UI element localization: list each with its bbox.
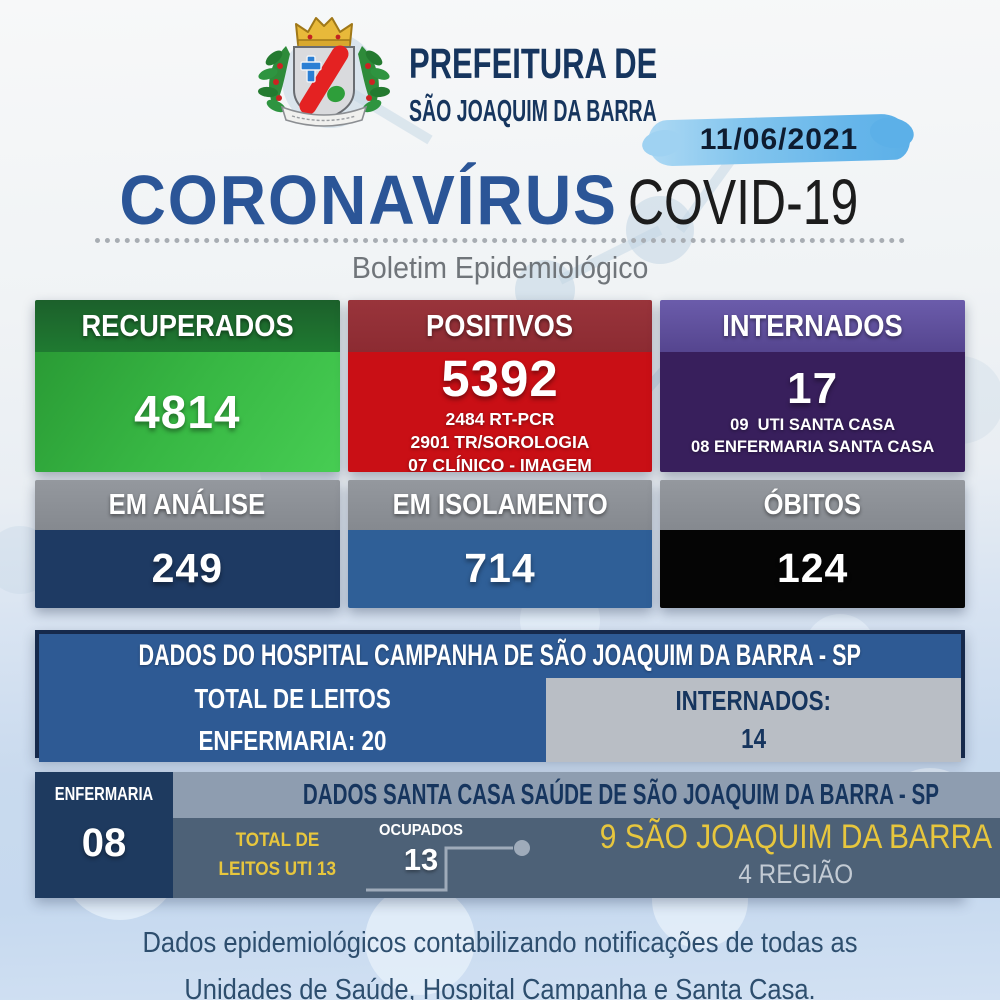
stat-cards-row-1: RECUPERADOS 4814 POSITIVOS 5392 2484 RT-… bbox=[35, 300, 965, 472]
card-em-isolamento: EM ISOLAMENTO 714 bbox=[347, 480, 653, 608]
positivos-breakdown: 2484 RT-PCR 2901 TR/SOROLOGIA 07 CLÍNICO… bbox=[408, 408, 592, 472]
positivos-count: 5392 bbox=[441, 350, 559, 407]
crown bbox=[295, 17, 353, 48]
obitos-count: 124 bbox=[776, 545, 849, 592]
footer-note: Dados epidemiológicos contabilizando not… bbox=[142, 927, 858, 1000]
card-internados: INTERNADOS 17 09 UTI SANTA CASA 08 ENFER… bbox=[660, 300, 965, 472]
org-line-2: SÃO JOAQUIM DA BARRA bbox=[409, 93, 657, 128]
hospital-admitted-value: 14 bbox=[741, 723, 767, 754]
title-coronavirus: CORONAVÍRUS bbox=[119, 161, 619, 239]
region-ranking-block: 9 SÃO JOAQUIM DA BARRA 4 REGIÃO bbox=[533, 818, 1000, 890]
occupied-block: OCUPADOS 13 bbox=[361, 822, 481, 878]
hospital-campanha-section: DADOS DO HOSPITAL CAMPANHA DE SÃO JOAQUI… bbox=[35, 630, 965, 762]
card-recuperados: RECUPERADOS 4814 bbox=[35, 300, 340, 472]
bulletin-date: 11/06/2021 bbox=[699, 123, 859, 156]
em-analise-count: 249 bbox=[151, 545, 224, 592]
card-em-isolamento-header: EM ISOLAMENTO bbox=[347, 480, 653, 530]
stat-cards-row-2: EM ANÁLISE 249 EM ISOLAMENTO 714 ÓBITOS … bbox=[35, 480, 965, 608]
card-em-analise: EM ANÁLISE 249 bbox=[35, 480, 340, 608]
page-title: CORONAVÍRUS COVID-19 bbox=[0, 160, 1000, 240]
recuperados-count: 4814 bbox=[134, 385, 241, 438]
ribbon bbox=[280, 105, 368, 127]
branch-left bbox=[258, 46, 290, 113]
region-rank-note: 4 REGIÃO bbox=[738, 858, 854, 889]
bulletin-date-badge: 11/06/2021 bbox=[647, 113, 911, 167]
city-coat-of-arms-logo bbox=[258, 17, 390, 127]
santa-casa-title: DADOS SANTA CASA SAÚDE DE SÃO JOAQUIM DA… bbox=[173, 772, 1000, 818]
santa-casa-ward-column: ENFERMARIA 08 bbox=[35, 772, 173, 898]
ward-count: 08 bbox=[81, 821, 127, 865]
internados-breakdown: 09 UTI SANTA CASA 08 ENFERMARIA SANTA CA… bbox=[691, 415, 935, 457]
page-subtitle: Boletim Epidemiológico bbox=[351, 250, 649, 285]
organization-name: PREFEITURA DE SÃO JOAQUIM DA BARRA bbox=[409, 40, 802, 129]
uti-beds-block: TOTAL DE LEITOS UTI 13 bbox=[218, 830, 336, 880]
occupied-count: 13 bbox=[403, 842, 439, 877]
santa-casa-section: ENFERMARIA 08 DADOS SANTA CASA SAÚDE DE … bbox=[35, 772, 1000, 898]
hospital-beds-cell: TOTAL DE LEITOS ENFERMARIA: 20 bbox=[39, 678, 547, 762]
org-line-1: PREFEITURA DE bbox=[409, 40, 658, 88]
card-recuperados-header: RECUPERADOS bbox=[35, 300, 340, 352]
branch-right bbox=[358, 46, 390, 113]
em-isolamento-count: 714 bbox=[464, 545, 536, 592]
shield bbox=[293, 45, 355, 122]
card-obitos-header: ÓBITOS bbox=[660, 480, 965, 530]
internados-count: 17 bbox=[787, 363, 839, 413]
hospital-campanha-title: DADOS DO HOSPITAL CAMPANHA DE SÃO JOAQUI… bbox=[39, 634, 961, 678]
ward-label: ENFERMARIA bbox=[54, 784, 154, 804]
card-em-analise-header: EM ANÁLISE bbox=[35, 480, 340, 530]
card-obitos: ÓBITOS 124 bbox=[660, 480, 965, 608]
hospital-admitted-cell: INTERNADOS: 14 bbox=[546, 678, 961, 762]
card-internados-header: INTERNADOS bbox=[660, 300, 965, 352]
title-covid19: COVID-19 bbox=[628, 166, 859, 238]
occupied-label: OCUPADOS bbox=[379, 822, 463, 839]
cross bbox=[300, 55, 322, 83]
dotted-separator bbox=[95, 238, 905, 243]
card-positivos: POSITIVOS 5392 2484 RT-PCR 2901 TR/SOROL… bbox=[347, 300, 653, 472]
city-rank-note: 9 SÃO JOAQUIM DA BARRA bbox=[599, 818, 993, 856]
card-positivos-header: POSITIVOS bbox=[347, 300, 653, 352]
connector-line bbox=[366, 840, 530, 892]
